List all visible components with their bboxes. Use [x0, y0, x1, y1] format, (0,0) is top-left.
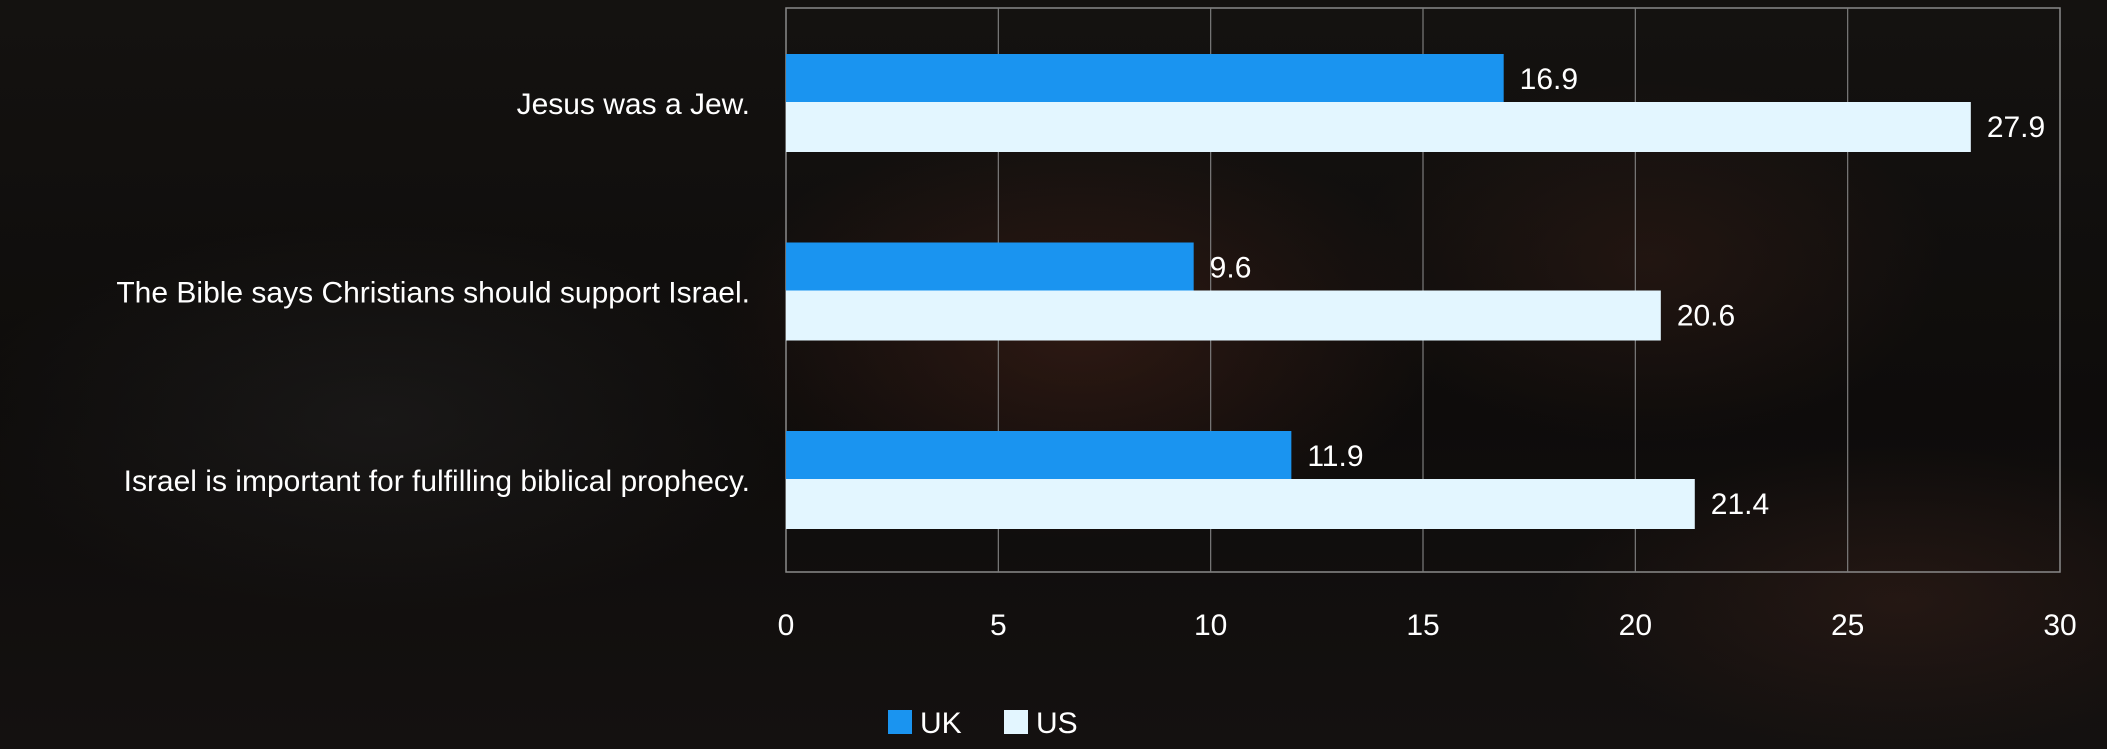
legend-swatch-uk: [888, 710, 912, 734]
x-tick-label: 15: [1406, 609, 1439, 642]
category-label: The Bible says Christians should support…: [116, 277, 750, 310]
category-labels: Jesus was a Jew. The Bible says Christian…: [116, 88, 750, 498]
bar-uk-2: [786, 431, 1292, 481]
bar-us-0: [786, 102, 1971, 152]
category-label: Israel is important for fulfilling bibli…: [124, 465, 750, 498]
x-tick-label: 0: [778, 609, 795, 642]
legend-swatch-us: [1004, 710, 1028, 734]
x-tick-label: 5: [990, 609, 1007, 642]
data-label: 27.9: [1987, 111, 2045, 144]
legend: UK US: [888, 707, 1078, 740]
data-label: 16.9: [1520, 63, 1578, 96]
data-label: 21.4: [1711, 488, 1769, 521]
legend-label-uk: UK: [920, 707, 962, 740]
x-tick-label: 10: [1194, 609, 1227, 642]
data-label: 11.9: [1307, 440, 1363, 473]
legend-label-us: US: [1036, 707, 1078, 740]
bar-uk-1: [786, 242, 1194, 293]
bars: [786, 54, 1971, 529]
bar-uk-0: [786, 54, 1504, 104]
value-labels: 16.9 27.9 9.6 20.6 11.9 21.4: [1210, 63, 2046, 521]
category-label: Jesus was a Jew.: [517, 88, 750, 121]
data-label: 20.6: [1677, 300, 1735, 333]
x-tick-labels: 0 5 10 15 20 25 30: [778, 609, 2077, 642]
bar-us-2: [786, 479, 1695, 529]
x-tick-label: 20: [1619, 609, 1652, 642]
bar-us-1: [786, 290, 1661, 341]
x-tick-label: 30: [2043, 609, 2076, 642]
data-label: 9.6: [1210, 252, 1252, 285]
x-tick-label: 25: [1831, 609, 1864, 642]
